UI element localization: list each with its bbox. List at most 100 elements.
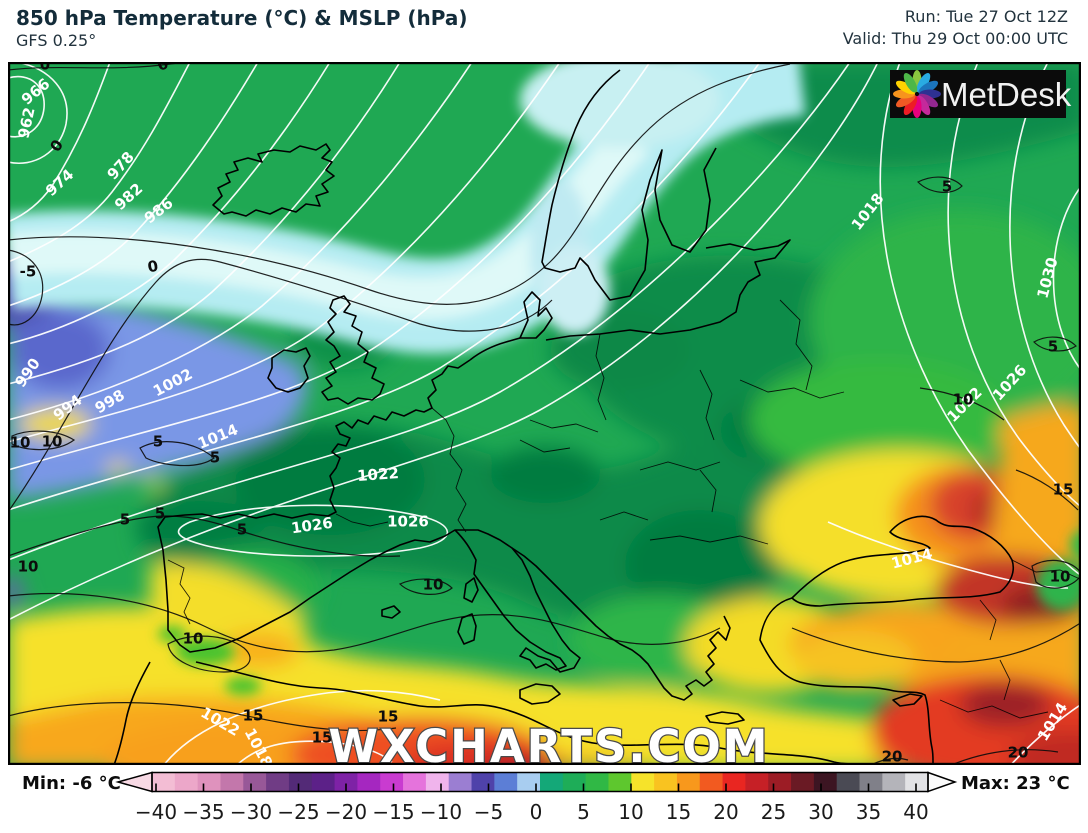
colorbar-left-arrow: [115, 771, 153, 793]
run-time-label: Run: Tue 27 Oct 12Z: [904, 7, 1068, 26]
isobar-label: 1022: [357, 464, 400, 485]
colorbar-segment: [791, 772, 815, 792]
temp-contour-label: 5: [153, 433, 163, 451]
colorbar-segment: [311, 772, 336, 792]
temp-contour-label: 20: [882, 748, 903, 766]
model-subtitle: GFS 0.25°: [16, 31, 97, 50]
valid-time-label: Valid: Thu 29 Oct 00:00 UTC: [842, 29, 1068, 48]
temp-contour-label: 10: [10, 434, 31, 452]
temp-contour-label: 5: [210, 449, 220, 467]
colorbar-tick-label: −25: [277, 800, 319, 824]
colorbar-tick-label: 10: [618, 800, 643, 824]
colorbar-segment: [334, 772, 358, 792]
temperature-contour-lines: [8, 62, 1081, 765]
colorbar-tick-label: 30: [808, 800, 833, 824]
colorbar-tick-label: −20: [325, 800, 367, 824]
colorbar-segment: [220, 772, 244, 792]
pinwheel-petal: [895, 80, 916, 95]
colorbar-segment: [745, 772, 769, 792]
temp-contour-label: 5: [155, 505, 165, 523]
colorbar-segment: [654, 772, 678, 792]
pinwheel-petal: [903, 95, 918, 116]
colorbar-tick-label: 0: [530, 800, 543, 824]
temp-contour-label: 10: [1050, 568, 1071, 586]
colorbar-segments: [152, 772, 929, 792]
colorbar-segment: [859, 772, 883, 792]
colorbar-segment: [585, 772, 609, 792]
colorbar-max-label: Max: 23 °C: [961, 773, 1070, 794]
colorbar-segment: [768, 772, 792, 792]
colorbar-segment: [266, 772, 290, 792]
pinwheel-icon: [893, 70, 941, 118]
temp-contour-label: 10: [183, 630, 204, 648]
temp-contour-label: 5: [1048, 338, 1058, 356]
colorbar-segment: [152, 772, 176, 792]
isobar-lines: [8, 62, 1081, 765]
colorbar-right-arrow: [927, 771, 958, 793]
colorbar-tick-label: −10: [420, 800, 462, 824]
colorbar-segment: [631, 772, 655, 792]
colorbar-segment: [425, 772, 450, 792]
colorbar-segment: [562, 772, 587, 792]
colorbar-segment: [494, 772, 518, 792]
temp-contour-label: 15: [1053, 481, 1074, 499]
isobar-label: 1026: [387, 513, 429, 531]
colorbar-segment: [403, 772, 427, 792]
pinwheel-petal: [918, 93, 939, 108]
colorbar-segment: [882, 772, 906, 792]
temp-contour-label: 15: [378, 708, 399, 726]
country-borders: [167, 299, 1081, 719]
colorbar-tick-label: −15: [372, 800, 414, 824]
colorbar-tick-label: −35: [182, 800, 224, 824]
colorbar-segment: [540, 772, 564, 792]
colorbar-ticks: [155, 783, 917, 791]
colorbar-segment: [174, 772, 199, 792]
page-title: 850 hPa Temperature (°C) & MSLP (hPa): [16, 6, 468, 30]
colorbar-outline: [151, 771, 929, 793]
colorbar-segment: [722, 772, 746, 792]
colorbar-tick-label: 40: [903, 800, 928, 824]
colorbar-segment: [380, 772, 404, 792]
map-border: [8, 62, 1081, 765]
temp-contour-label: 10: [953, 391, 974, 409]
colorbar-segment: [288, 772, 313, 792]
temp-contour-label: 5: [237, 521, 247, 539]
coastlines: [113, 69, 1015, 765]
colorbar-segment: [517, 772, 541, 792]
watermark: WXCHARTS.COM: [328, 720, 769, 765]
pinwheel-petal: [916, 72, 931, 93]
temp-contour-label: 10: [42, 433, 63, 451]
colorbar-segment: [608, 772, 632, 792]
colorbar-canvas: Min: -6 °C −40 −35 −30 −25 −20 −15 −10 −5 0 5 10 15…: [22, 771, 1070, 824]
pinwheel-petal: [903, 72, 918, 93]
colorbar-segment: [471, 772, 495, 792]
temp-contour-label: 5: [120, 511, 130, 529]
colorbar-segment: [836, 772, 861, 792]
temp-contour-label: 0: [155, 62, 171, 75]
temp-contour-label: 5: [942, 178, 952, 196]
metdesk-logo: MetDesk: [890, 70, 1072, 118]
colorbar-tick-label: 5: [577, 800, 590, 824]
colorbar-tick-label: −40: [135, 800, 177, 824]
metdesk-logo-text: MetDesk: [941, 76, 1072, 113]
temp-contour-label: 10: [423, 576, 444, 594]
colorbar-tick-label: 35: [856, 800, 881, 824]
temp-contour-label: 10: [18, 558, 39, 576]
temperature-colorbar: Min: -6 °C −40 −35 −30 −25 −20 −15 −10 −5 0 5 10 15…: [0, 766, 1088, 833]
colorbar-segment: [905, 772, 929, 792]
isobar-label: 1026: [290, 514, 334, 538]
colorbar-tick-label: −30: [230, 800, 272, 824]
colorbar-min-label: Min: -6 °C: [22, 773, 121, 794]
colorbar-tick-label: 20: [713, 800, 738, 824]
temp-contour-label: 15: [243, 707, 264, 725]
temp-contour-label: 15: [312, 729, 333, 747]
colorbar-segment: [357, 772, 381, 792]
colorbar-segment: [699, 772, 724, 792]
colorbar-segment: [676, 772, 701, 792]
colorbar-segment: [813, 772, 838, 792]
temp-contour-label: -5: [20, 263, 37, 281]
